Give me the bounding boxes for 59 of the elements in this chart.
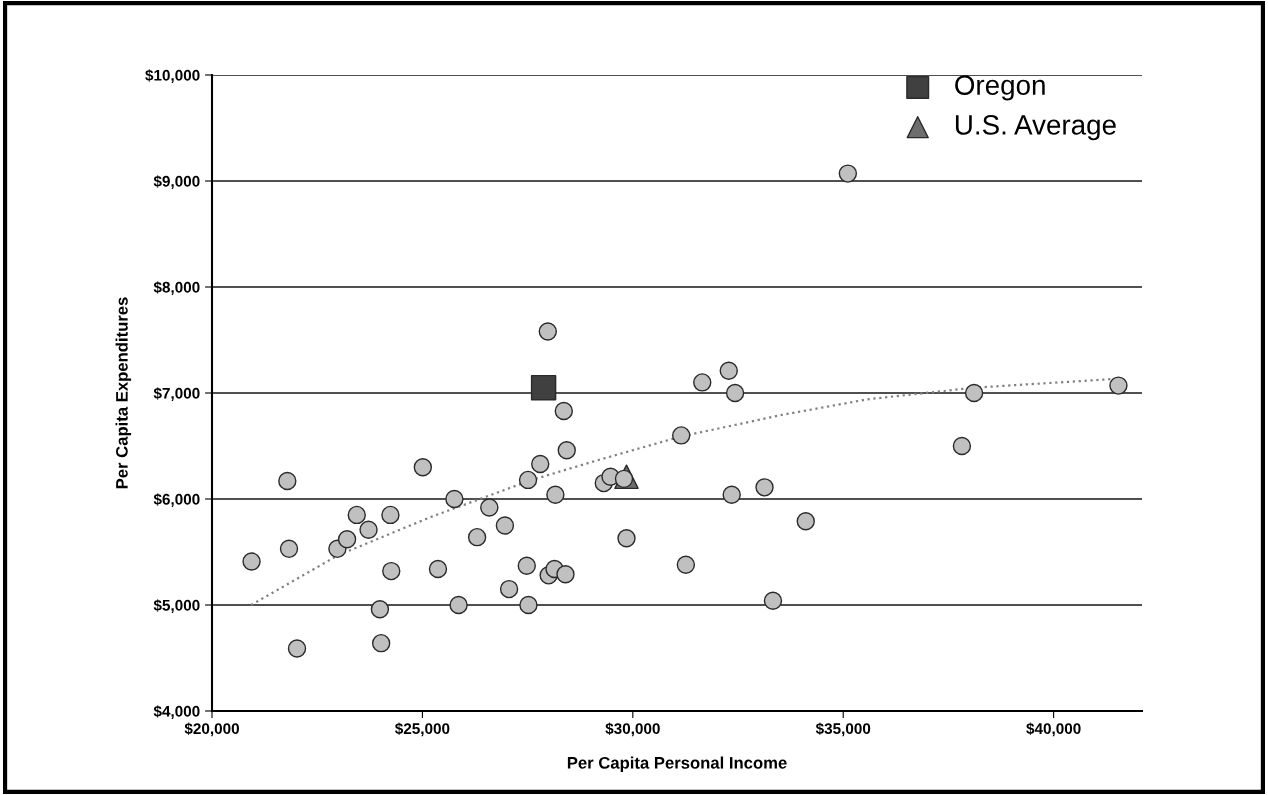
point <box>359 520 378 539</box>
point <box>838 164 858 183</box>
point <box>722 485 741 504</box>
point <box>518 470 538 490</box>
point <box>719 361 738 380</box>
y-tick-label: $10,000 <box>145 69 200 83</box>
point <box>480 498 499 517</box>
point <box>672 426 691 445</box>
point <box>531 454 550 474</box>
point <box>1109 376 1128 395</box>
point <box>538 322 558 341</box>
point <box>347 505 366 525</box>
legend-label: Oregon <box>955 75 1045 101</box>
point <box>370 600 390 619</box>
point <box>763 591 783 610</box>
point <box>517 556 536 575</box>
y-tick-label: $7,000 <box>153 387 200 401</box>
point <box>796 512 815 531</box>
point <box>499 579 519 599</box>
y-tick-label: $8,000 <box>153 281 200 295</box>
point <box>554 401 574 421</box>
point <box>495 516 515 535</box>
point <box>413 457 433 477</box>
point <box>755 478 774 497</box>
point <box>952 436 972 456</box>
point <box>693 373 712 392</box>
point <box>445 489 464 509</box>
y-tick-label: $9,000 <box>153 175 200 189</box>
point <box>428 559 448 579</box>
point <box>337 530 357 549</box>
point <box>279 539 299 559</box>
legend-label: U.S. Average <box>955 115 1116 141</box>
point <box>546 485 565 504</box>
y-tick-label: $4,000 <box>153 705 200 719</box>
point <box>556 565 575 584</box>
x-tick-label: $35,000 <box>815 722 871 737</box>
x-tick-label: $20,000 <box>184 722 239 737</box>
x-tick-label: $25,000 <box>395 722 450 737</box>
point <box>617 529 636 548</box>
x-axis-title: Per Capita Personal Income <box>567 756 787 773</box>
point <box>725 383 745 403</box>
point <box>964 383 984 403</box>
x-tick-label: $40,000 <box>1026 722 1081 737</box>
point <box>382 561 401 581</box>
y-tick-label: $5,000 <box>153 599 200 613</box>
point <box>381 505 400 525</box>
point <box>371 633 391 653</box>
point <box>449 595 468 615</box>
point <box>242 552 261 571</box>
point <box>287 639 307 658</box>
y-axis-title: Per Capita Expenditures <box>115 297 132 489</box>
point <box>467 527 487 547</box>
x-tick-label: $30,000 <box>605 722 660 737</box>
point <box>519 595 538 615</box>
point <box>530 374 557 401</box>
point <box>676 555 696 574</box>
y-tick-label: $6,000 <box>153 493 200 507</box>
point <box>557 441 576 460</box>
point <box>278 471 297 491</box>
